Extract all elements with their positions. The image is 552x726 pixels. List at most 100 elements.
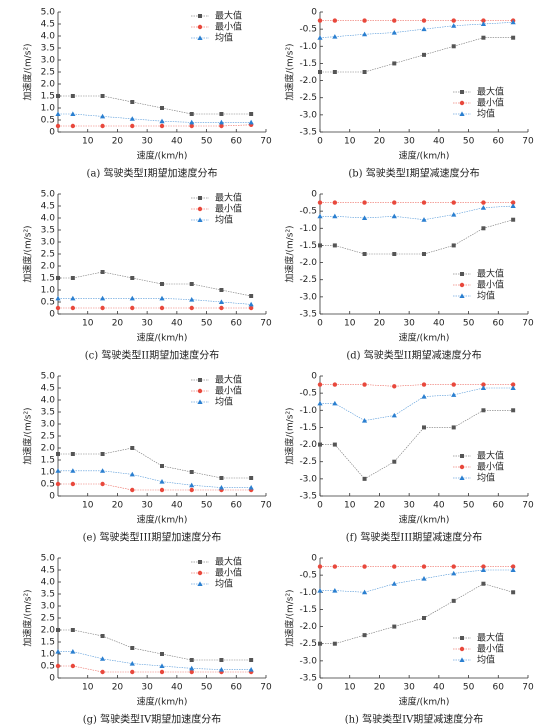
marker <box>129 471 135 477</box>
legend-label: 最大值 <box>215 556 242 568</box>
x-tick-label: 70 <box>522 319 534 329</box>
x-tick-label: 40 <box>171 137 183 147</box>
marker <box>332 70 337 74</box>
marker <box>361 215 368 220</box>
marker <box>362 18 367 23</box>
marker <box>70 628 75 632</box>
marker <box>421 217 427 222</box>
marker <box>392 459 397 464</box>
marker <box>100 634 105 638</box>
x-tick-label: 30 <box>403 501 415 511</box>
y-tick-label: -0.5 <box>299 207 317 217</box>
y-tick-label: 5.0 <box>41 8 56 18</box>
marker <box>99 295 106 301</box>
x-tick-label: 10 <box>82 319 94 329</box>
marker <box>510 19 516 25</box>
marker <box>198 196 202 200</box>
y-axis-label: 加速度/(m/s²) <box>284 225 296 282</box>
y-tick-label: 1.0 <box>41 650 56 660</box>
series-line <box>320 219 514 255</box>
x-tick-label: 50 <box>201 501 213 511</box>
marker <box>189 665 195 671</box>
marker <box>451 570 457 576</box>
marker <box>317 587 323 593</box>
x-tick-label: 60 <box>231 501 243 511</box>
marker <box>317 564 323 569</box>
marker <box>249 658 254 662</box>
y-tick-label: -1.5 <box>299 605 317 615</box>
marker <box>392 624 397 629</box>
marker <box>421 393 427 399</box>
marker <box>391 213 397 219</box>
caption: (f) 驾驶类型III期望减速度分布 <box>346 531 483 544</box>
y-tick-label: 3.5 <box>41 590 55 600</box>
marker <box>422 252 426 256</box>
marker <box>189 470 194 474</box>
marker <box>56 452 60 456</box>
x-tick-label: 30 <box>141 137 153 147</box>
marker <box>129 116 135 121</box>
marker <box>362 633 367 638</box>
marker <box>511 408 516 413</box>
y-tick-label: 0 <box>49 128 55 138</box>
marker <box>421 564 427 569</box>
marker <box>332 200 338 205</box>
x-tick-label: 70 <box>260 683 272 693</box>
marker <box>511 217 516 222</box>
marker <box>130 123 135 129</box>
marker <box>219 288 224 292</box>
marker <box>159 123 165 129</box>
marker <box>70 123 76 129</box>
marker <box>317 35 323 40</box>
x-tick-label: 30 <box>141 501 153 511</box>
marker <box>130 305 135 311</box>
marker <box>189 669 194 675</box>
x-tick-label: 60 <box>493 501 505 511</box>
x-tick-label: 10 <box>344 319 356 329</box>
marker <box>451 18 456 23</box>
x-tick-label: 40 <box>171 319 183 329</box>
marker <box>451 382 456 387</box>
marker <box>70 276 75 280</box>
marker <box>218 667 225 672</box>
y-tick-label: 5.0 <box>41 372 56 382</box>
chart-panel: 0-0.5-1.0-1.5-2.0-2.5-3.0-3.50 10 20 30 40 50… <box>284 8 534 180</box>
marker <box>317 18 323 23</box>
marker <box>480 385 487 390</box>
x-tick-label: 20 <box>112 319 124 329</box>
marker <box>332 243 337 248</box>
marker <box>318 641 322 646</box>
marker <box>332 34 338 39</box>
marker <box>459 475 465 480</box>
series-line <box>58 124 252 127</box>
x-tick-label: 40 <box>433 683 445 693</box>
series-line <box>320 569 514 593</box>
y-tick-label: 1.5 <box>41 274 55 284</box>
legend-label: 最小值 <box>477 461 504 473</box>
marker <box>332 641 337 646</box>
marker <box>99 656 106 661</box>
marker <box>459 657 465 662</box>
y-tick-label: 0 <box>49 674 55 684</box>
marker <box>70 111 76 116</box>
marker <box>392 18 397 23</box>
legend-label: 最大值 <box>477 268 504 280</box>
y-tick-label: 4.0 <box>41 32 56 42</box>
marker <box>130 646 135 650</box>
marker <box>129 661 135 666</box>
series-line <box>58 651 252 670</box>
marker <box>421 18 427 23</box>
marker <box>99 113 106 119</box>
marker <box>362 382 367 387</box>
chart-panel: 0-0.5-1.0-1.5-2.0-2.5-3.0-3.50 10 20 30 40 50… <box>284 190 534 362</box>
y-tick-label: -1.5 <box>299 241 317 251</box>
marker <box>70 295 76 301</box>
marker <box>189 119 195 125</box>
x-tick-label: 10 <box>344 501 356 511</box>
y-tick-label: 2.5 <box>41 68 55 78</box>
y-axis-label: 加速度/(m/s²) <box>284 43 296 100</box>
marker <box>219 112 224 116</box>
y-tick-label: -1.0 <box>299 588 317 598</box>
y-tick-label: 0.5 <box>41 298 55 308</box>
